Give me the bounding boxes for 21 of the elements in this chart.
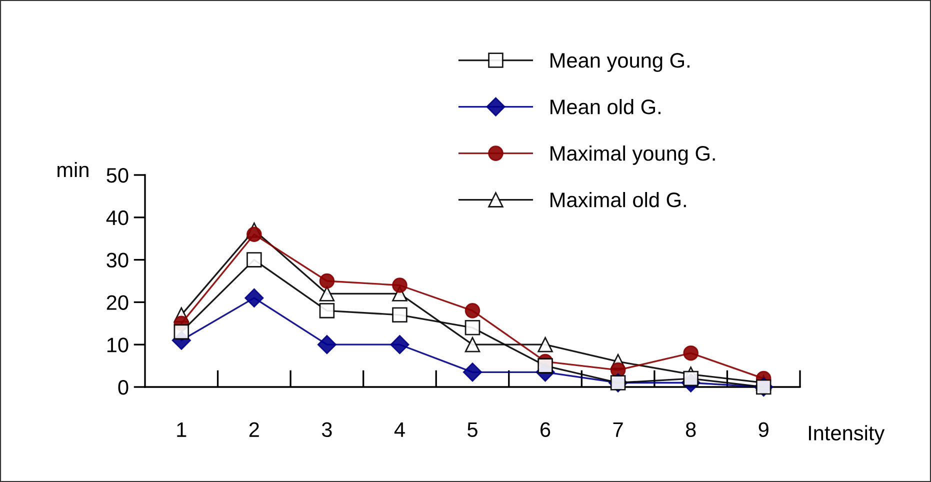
y-tick-label: 10 <box>107 338 128 352</box>
x-tick-label: 9 <box>758 422 768 438</box>
x-axis-title: Intensity <box>808 425 885 445</box>
y-tick-label: 40 <box>106 210 128 226</box>
x-tick-label: 1 <box>177 422 186 437</box>
y-tick-label: 50 <box>106 168 128 183</box>
y-tick-label: 30 <box>106 252 128 268</box>
x-tick-label: 6 <box>540 422 550 438</box>
x-tick-label: 8 <box>686 422 696 438</box>
y-tick-label: 20 <box>106 295 128 310</box>
x-tick-label: 7 <box>613 422 623 437</box>
y-tick-label: 0 <box>118 380 128 395</box>
legend-label: Maximal old G. <box>550 192 686 208</box>
legend-label: Mean young G. <box>550 53 690 72</box>
legend-label: Mean old G. <box>550 98 660 114</box>
x-tick-label: 4 <box>394 422 405 437</box>
x-tick-label: 3 <box>322 422 332 438</box>
x-tick-label: 2 <box>249 422 259 437</box>
x-tick-label: 5 <box>468 422 478 438</box>
legend-label: Maximal young G. <box>550 146 715 165</box>
y-axis-title: min <box>58 162 88 178</box>
